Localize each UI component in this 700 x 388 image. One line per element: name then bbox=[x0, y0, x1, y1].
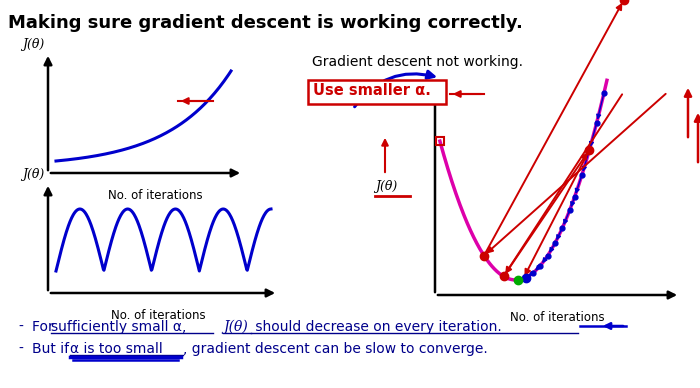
Text: But if: But if bbox=[32, 342, 74, 356]
Text: No. of iterations: No. of iterations bbox=[111, 309, 206, 322]
Text: should decrease on every iteration.: should decrease on every iteration. bbox=[251, 320, 502, 334]
Text: J(θ): J(θ) bbox=[22, 168, 44, 181]
Text: For: For bbox=[32, 320, 58, 334]
Text: , gradient descent can be slow to converge.: , gradient descent can be slow to conver… bbox=[183, 342, 488, 356]
Text: sufficiently small α,: sufficiently small α, bbox=[51, 320, 186, 334]
Text: No. of iterations: No. of iterations bbox=[510, 311, 605, 324]
Text: J(θ): J(θ) bbox=[22, 38, 44, 51]
Text: Making sure gradient descent is working correctly.: Making sure gradient descent is working … bbox=[8, 14, 523, 32]
Text: Gradient descent not working.: Gradient descent not working. bbox=[312, 55, 523, 69]
Bar bbox=[308, 80, 446, 104]
Text: No. of iterations: No. of iterations bbox=[108, 189, 202, 202]
Text: J(θ): J(θ) bbox=[223, 320, 248, 334]
Text: Use smaller α.: Use smaller α. bbox=[313, 83, 431, 98]
Text: α is too small: α is too small bbox=[70, 342, 162, 356]
Text: J(θ): J(θ) bbox=[375, 180, 398, 193]
Text: -: - bbox=[18, 342, 23, 356]
Text: -: - bbox=[18, 320, 23, 334]
